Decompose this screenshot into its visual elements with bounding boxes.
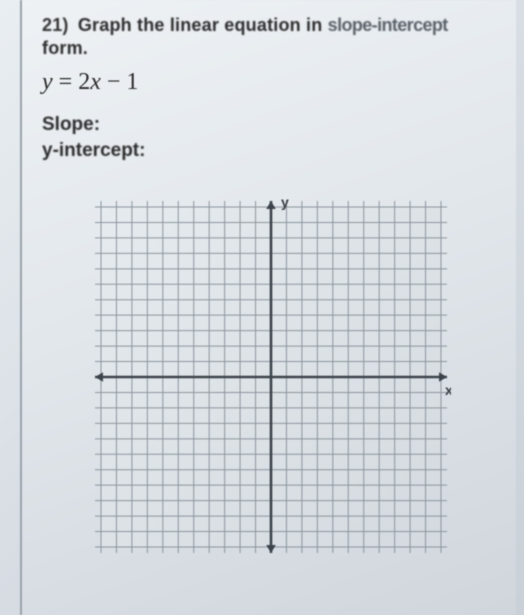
yintercept-label: y-intercept: — [42, 138, 500, 164]
equation: y = 2x − 1 — [42, 69, 500, 96]
eq-op: − — [107, 69, 121, 95]
prompt-text-c: form. — [42, 38, 88, 58]
prompt-text-blur: slope-intercept — [328, 15, 448, 35]
answer-labels: Slope: y-intercept: — [42, 112, 500, 163]
coordinate-grid: yx — [91, 197, 451, 557]
prompt-text-a: Graph the linear equation in — [78, 15, 323, 35]
eq-equals: = — [59, 69, 73, 95]
question-prompt: 21) Graph the linear equation in slope-i… — [42, 14, 500, 59]
eq-const: 1 — [126, 69, 138, 95]
eq-coeff: 2 — [78, 69, 90, 95]
eq-lhs: y — [42, 69, 53, 95]
question-number: 21) — [42, 15, 69, 35]
graph-container: yx — [42, 197, 500, 557]
slope-label: Slope: — [42, 112, 500, 138]
svg-text:y: y — [281, 197, 289, 210]
worksheet-page: 21) Graph the linear equation in slope-i… — [20, 0, 516, 615]
svg-text:x: x — [445, 382, 451, 398]
eq-rhs-var: x — [90, 69, 101, 95]
